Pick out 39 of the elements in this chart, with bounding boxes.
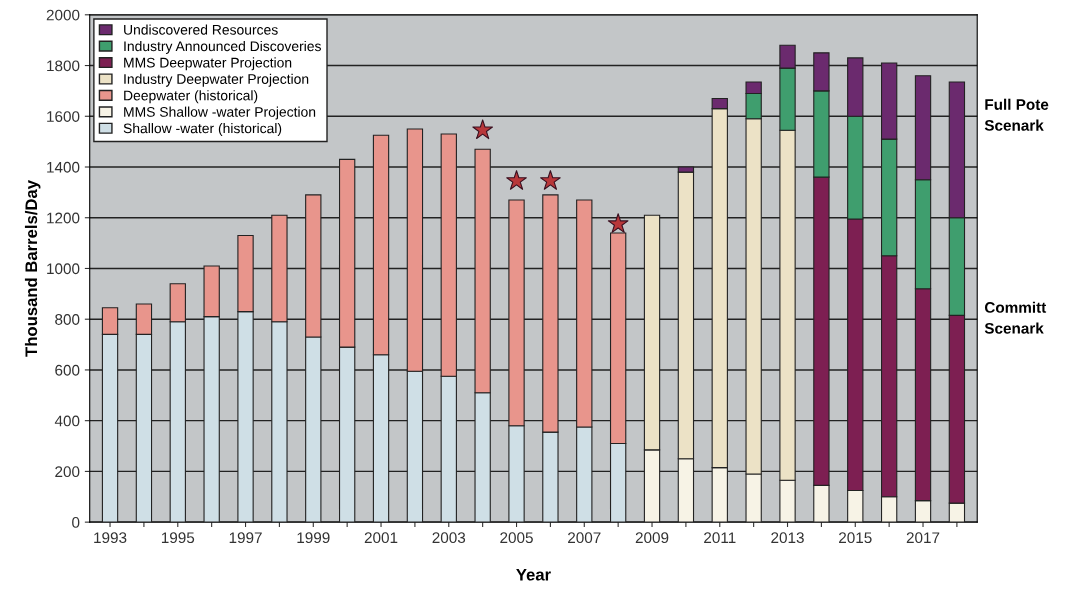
y-tick-label: 200 [55, 466, 80, 478]
y-tick-label: 600 [55, 364, 80, 376]
point [506, 170, 527, 190]
y-tick-label: 1000 [47, 263, 80, 275]
x-tick-label: 1993 [94, 532, 127, 544]
x-axis-title: Year [516, 568, 551, 581]
legend-label: Deepwater (historical) [124, 90, 258, 104]
point [540, 170, 561, 190]
x-tick-label: 2011 [704, 532, 736, 544]
x-tick-label: 1999 [297, 532, 330, 544]
x-tick-label: 2001 [364, 532, 398, 544]
legend-label: Industry Announced Discoveries [124, 40, 321, 54]
x-tick-label: 2017 [906, 532, 940, 544]
y-tick-label: 800 [55, 314, 80, 325]
point [607, 213, 629, 233]
y-tick-label: 1200 [47, 212, 80, 224]
y-tick-label: 1400 [47, 161, 80, 173]
x-tick-label: 2005 [500, 532, 533, 544]
text: Committ Scenark [984, 301, 1047, 334]
y-tick-label: 1800 [47, 60, 80, 72]
x-tick-label: 1995 [161, 532, 195, 544]
y-axis-title: Thousand Barrels/Day [24, 180, 41, 357]
point [472, 119, 494, 140]
legend-label: Undiscovered Resources [124, 24, 278, 35]
x-tick-label: 2013 [771, 532, 804, 544]
x-tick-label: 2007 [568, 532, 601, 544]
y-tick-label: 2000 [46, 9, 80, 21]
legend-label: MMS Deepwater Projection [124, 57, 292, 71]
y-tick-label: 0 [72, 517, 80, 528]
legend-label: MMS Shallow -water Projection [124, 106, 316, 120]
y-tick-label: 1600 [47, 111, 80, 122]
x-tick-label: 2009 [635, 532, 669, 544]
legend-label: Industry Deepwater Projection [124, 73, 309, 87]
text: Full Pote Scenark [984, 98, 1049, 131]
x-tick-label: 1997 [229, 532, 262, 544]
x-tick-label: 2015 [839, 532, 872, 544]
x-tick-label: 2003 [432, 532, 466, 544]
legend-label: Shallow -water (historical) [123, 123, 282, 136]
y-tick-label: 400 [54, 415, 80, 427]
